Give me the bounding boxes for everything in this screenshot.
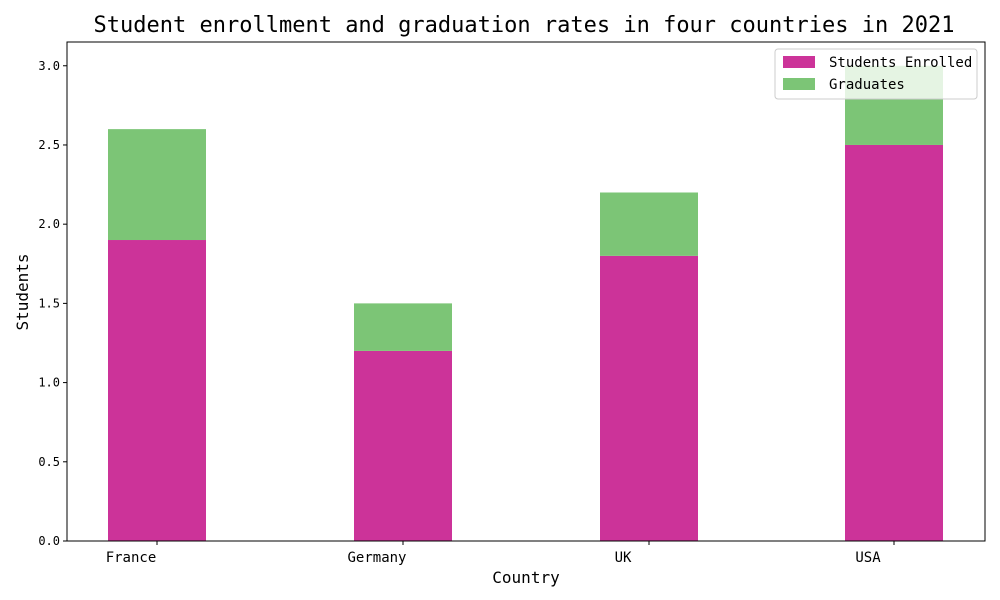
x-tick-label: Germany — [347, 550, 406, 566]
legend-label-enrolled: Students Enrolled — [829, 55, 972, 71]
legend-box — [774, 48, 978, 100]
y-tick-label: 1.0 — [38, 376, 60, 390]
chart-title: Student enrollment and graduation rates … — [94, 13, 955, 38]
bar-graduates-france — [108, 129, 206, 241]
x-axis-label: Country — [492, 568, 560, 587]
x-axis-ticks: France Germany UK USA — [106, 541, 895, 566]
legend-swatch-graduates — [783, 78, 815, 90]
legend-label-graduates: Graduates — [829, 77, 905, 93]
legend: Students Enrolled Graduates — [774, 48, 978, 100]
bar-enrolled-uk — [600, 255, 698, 541]
y-tick-label: 0.0 — [38, 534, 60, 548]
bar-enrolled-usa — [845, 144, 943, 541]
x-tick-label: France — [106, 550, 157, 566]
y-axis-label: Students — [13, 253, 32, 330]
bar-graduates-uk — [600, 192, 698, 256]
bar-graduates-germany — [354, 303, 452, 351]
x-tick-label: USA — [855, 550, 881, 566]
y-tick-label: 0.5 — [38, 455, 60, 469]
bars-layer — [108, 65, 943, 541]
y-axis-ticks: 0.0 0.5 1.0 1.5 2.0 2.5 3.0 — [38, 59, 67, 548]
y-tick-label: 1.5 — [38, 296, 60, 310]
y-tick-label: 3.0 — [38, 59, 60, 73]
y-tick-label: 2.0 — [38, 217, 60, 231]
plot-frame — [66, 41, 986, 542]
bar-enrolled-germany — [354, 350, 452, 541]
y-tick-label: 2.5 — [38, 138, 60, 152]
legend-swatch-enrolled — [783, 56, 815, 68]
x-tick-label: UK — [615, 550, 632, 566]
bar-enrolled-france — [108, 240, 206, 541]
